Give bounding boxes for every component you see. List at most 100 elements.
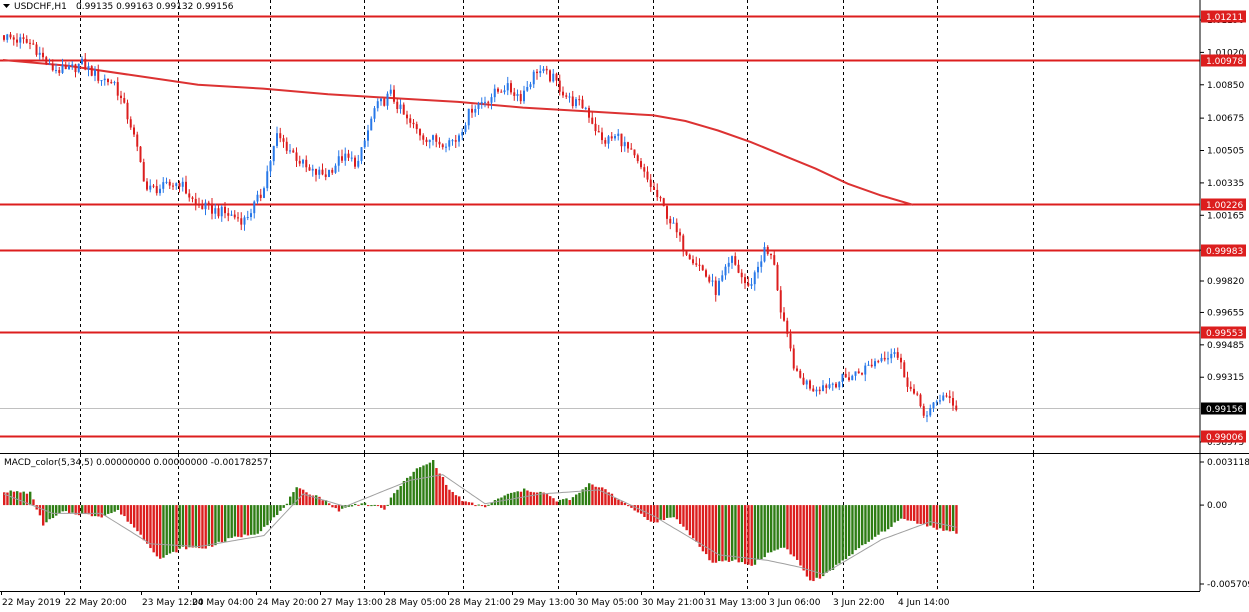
candle-bear <box>227 207 230 222</box>
macd-bar <box>948 505 952 532</box>
macd-bar <box>227 505 230 539</box>
candle-bull <box>727 257 730 274</box>
macd-bar <box>633 505 636 511</box>
candle-bear <box>331 167 334 175</box>
macd-bar <box>409 476 412 506</box>
candle-bear <box>571 90 574 109</box>
candle-bear <box>237 212 239 222</box>
macd-bar <box>900 505 903 519</box>
macd-bar <box>877 505 880 535</box>
candle-bull <box>328 169 330 178</box>
candle-bull <box>763 242 766 263</box>
macd-bar <box>786 505 789 550</box>
macd-bar <box>740 505 744 563</box>
candle-bull <box>815 386 818 397</box>
current-price-label: 0.99156 <box>1206 405 1243 415</box>
macd-bar <box>627 505 630 507</box>
macd-bar <box>818 505 822 579</box>
macd-bar <box>919 505 922 524</box>
macd-bar <box>9 490 12 506</box>
candle-bull <box>344 147 347 166</box>
macd-bar <box>162 505 165 558</box>
candle-bear <box>578 95 581 106</box>
candle-bull <box>614 133 616 141</box>
macd-bar <box>458 496 461 506</box>
candle-bear <box>438 137 441 148</box>
candle-bear <box>679 228 681 242</box>
candle-bear <box>861 372 863 376</box>
candle-bear <box>519 90 522 105</box>
candle-bear <box>194 192 197 211</box>
candle-bull <box>230 210 233 216</box>
macd-bar <box>952 505 955 532</box>
macd-bar <box>757 505 760 560</box>
macd-bar <box>776 505 779 550</box>
macd-bar <box>341 505 344 509</box>
macd-bar <box>604 489 607 506</box>
macd-bar <box>259 505 263 532</box>
macd-bar <box>399 486 402 506</box>
macd-bar <box>890 505 893 527</box>
macd-bar <box>545 494 549 506</box>
candle-bull <box>357 154 360 169</box>
candle-bull <box>263 186 265 199</box>
candle-bear <box>545 65 548 75</box>
macd-signal-line <box>3 474 957 575</box>
macd-bar <box>594 486 597 506</box>
candle-bear <box>35 42 38 57</box>
macd-bar <box>445 484 448 506</box>
candle-bear <box>825 383 828 394</box>
candle-bull <box>376 98 379 112</box>
level-tag-label: 0.99006 <box>1206 433 1243 443</box>
macd-bar <box>864 505 867 545</box>
candle-bear <box>744 273 746 290</box>
candle-bull <box>204 199 207 216</box>
macd-bar <box>201 505 204 549</box>
candle-bear <box>406 110 408 125</box>
macd-bar <box>120 505 123 515</box>
candle-bear <box>662 197 665 207</box>
macd-bar <box>565 498 568 506</box>
macd-bar <box>575 494 578 506</box>
macd-bar <box>792 505 796 557</box>
candle-bear <box>116 77 119 101</box>
candle-bull <box>399 99 402 114</box>
macd-bar <box>38 505 42 516</box>
candle-bull <box>318 166 321 179</box>
macd-bar <box>844 505 848 560</box>
price-tick-label: 1.00165 <box>1207 211 1244 221</box>
candle-bear <box>916 391 919 397</box>
macd-bar <box>532 492 536 506</box>
candle-bear <box>698 258 701 271</box>
macd-bar <box>354 503 357 506</box>
candle-bear <box>191 196 194 203</box>
candle-bear <box>558 74 561 96</box>
macd-bar <box>129 505 133 524</box>
candle-bear <box>126 99 129 124</box>
macd-bar <box>851 505 854 555</box>
candle-bull <box>253 200 256 219</box>
candle-bear <box>279 127 282 143</box>
macd-bar <box>263 505 266 527</box>
macd-bar <box>718 505 721 562</box>
candle-bear <box>675 218 678 238</box>
macd-bar <box>68 505 71 514</box>
macd-bar <box>139 505 142 535</box>
candle-bear <box>471 104 473 118</box>
candle-bull <box>721 270 724 283</box>
candle-bear <box>708 274 711 284</box>
candle-bear <box>500 89 503 93</box>
time-label: 24 May 04:00 <box>192 598 254 608</box>
candle-bear <box>536 69 538 80</box>
macd-bar <box>724 505 727 561</box>
candle-bear <box>636 153 639 164</box>
candle-bear <box>415 121 418 134</box>
macd-tick-label: -0.0057091 <box>1207 580 1249 590</box>
macd-bar <box>955 505 958 534</box>
menu-triangle-icon[interactable] <box>3 4 10 8</box>
macd-bar <box>165 505 168 556</box>
candle-bear <box>188 189 191 202</box>
candle-bull <box>363 138 366 149</box>
candle-bull <box>432 134 434 146</box>
